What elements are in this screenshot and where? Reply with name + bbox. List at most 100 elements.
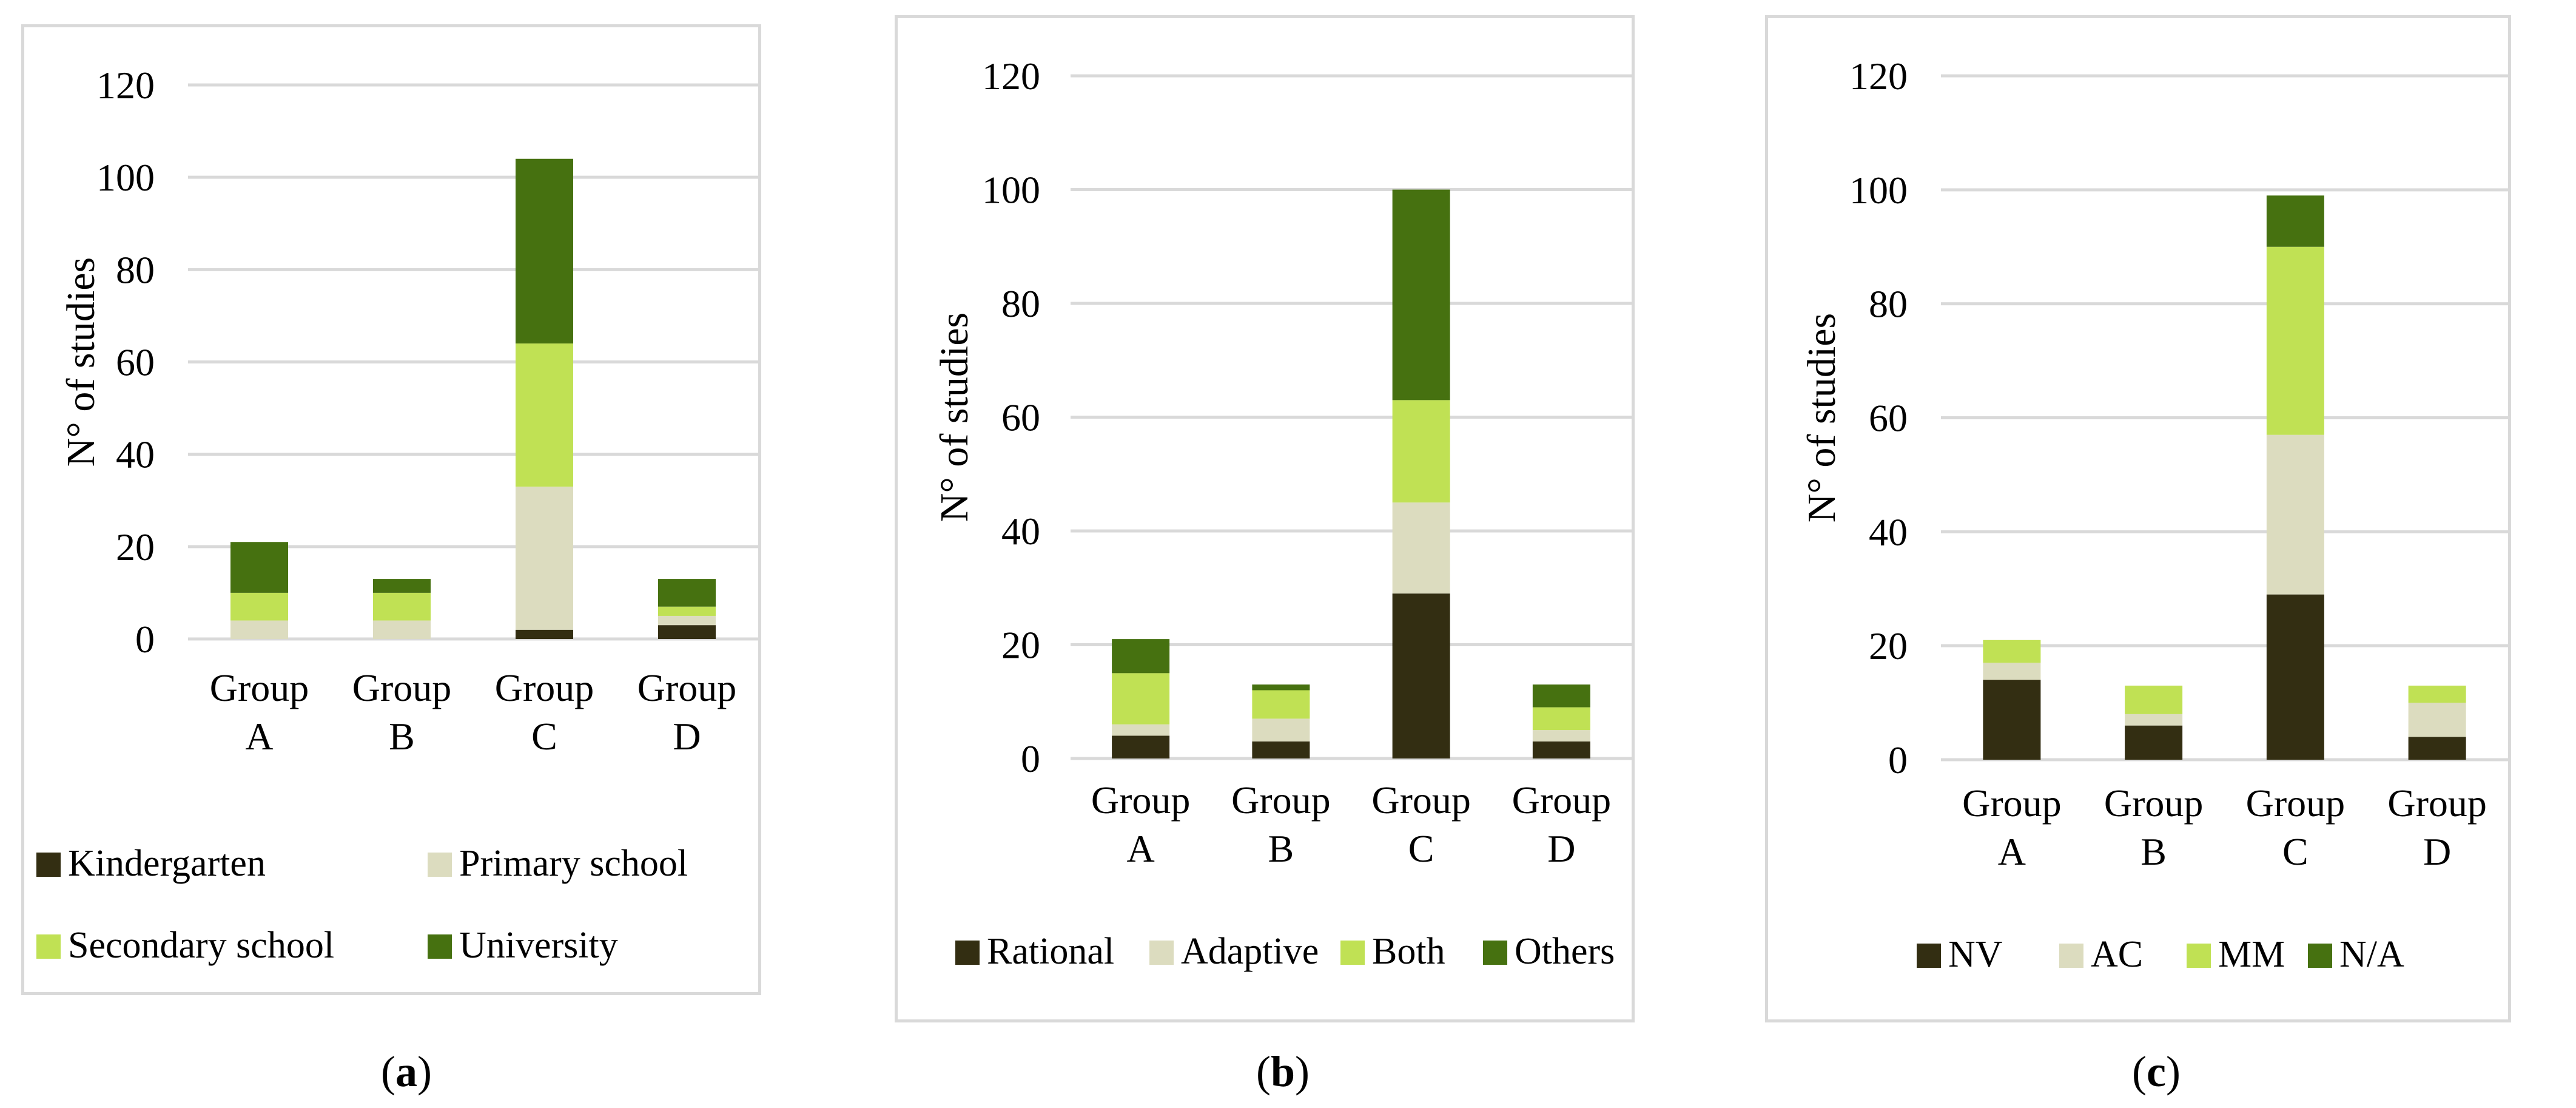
chart-svg-c: 0 20 40 60 80 100 120 N° of studies Group A Group B… xyxy=(1800,55,2508,975)
bar-segment xyxy=(1983,680,2041,760)
chart-svg-b: 0 20 40 60 80 100 120 N° of studies Group A Group B… xyxy=(932,55,1632,972)
y-tick-label: 120 xyxy=(96,64,155,107)
bar-segment xyxy=(516,158,573,344)
legend-swatch xyxy=(428,853,452,877)
legend-swatch xyxy=(955,941,980,965)
x-tick-label: D xyxy=(1547,827,1575,870)
y-tick-label: 0 xyxy=(1021,737,1040,780)
y-tick-label: 60 xyxy=(1001,396,1040,439)
y-tick-label: 100 xyxy=(982,169,1040,212)
bar-segment xyxy=(230,592,288,621)
bar-segment xyxy=(1252,741,1310,758)
bar-segment xyxy=(1112,639,1170,674)
x-tick-label: Group xyxy=(1231,779,1331,822)
bar-segment xyxy=(1392,400,1450,503)
y-tick-label: 60 xyxy=(1869,397,1908,440)
x-tick-label: A xyxy=(245,715,273,758)
x-tick-label: D xyxy=(2423,830,2451,873)
bar-segment xyxy=(1532,730,1590,741)
bar-segment xyxy=(2408,737,2466,760)
bar-segment xyxy=(2125,714,2183,726)
bar-segment xyxy=(2408,703,2466,737)
bar-segment xyxy=(2266,594,2324,760)
bar-segment xyxy=(1112,735,1170,758)
x-tick-label: A xyxy=(1998,830,2026,873)
bar-segment xyxy=(2125,685,2183,714)
chart-panel-c: 0 20 40 60 80 100 120 N° of studies Group A Group B… xyxy=(1765,15,2511,1022)
y-axis-title: N° of studies xyxy=(59,257,103,467)
y-tick-label: 100 xyxy=(1849,169,1908,212)
x-tick-label: Group xyxy=(495,666,594,709)
x-tick-label: D xyxy=(673,715,701,758)
legend-label: Rational xyxy=(987,931,1114,972)
x-tick-label: C xyxy=(531,715,557,758)
legend-swatch xyxy=(1917,944,1941,968)
bar-segment xyxy=(516,486,573,630)
bar-segment xyxy=(658,579,716,607)
legend-label: Both xyxy=(1372,931,1445,972)
x-tick-label: Group xyxy=(637,666,737,709)
x-tick-label: Group xyxy=(1371,779,1471,822)
y-axis-title: N° of studies xyxy=(932,312,977,522)
bar-segment xyxy=(658,625,716,639)
y-tick-label: 80 xyxy=(116,248,155,291)
legend-swatch xyxy=(428,934,452,959)
bar-segment xyxy=(373,620,431,639)
y-tick-label: 20 xyxy=(1869,624,1908,667)
bar-segment xyxy=(658,615,716,626)
legend-label: Primary school xyxy=(459,843,688,884)
bar-segment xyxy=(658,606,716,616)
x-tick-label: B xyxy=(389,715,415,758)
chart-panel-b: 0 20 40 60 80 100 120 N° of studies Group A Group B… xyxy=(895,15,1635,1022)
bar-segment xyxy=(373,592,431,621)
legend-swatch xyxy=(36,934,61,959)
legend-swatch xyxy=(2059,944,2083,968)
legend-swatch xyxy=(2187,944,2211,968)
legend-label: Adaptive xyxy=(1181,931,1319,972)
bar-segment xyxy=(1252,690,1310,719)
legend-label: Others xyxy=(1515,931,1615,972)
bar-segment xyxy=(230,620,288,639)
legend-label: MM xyxy=(2218,934,2285,975)
bar-segment xyxy=(1532,684,1590,708)
x-tick-label: B xyxy=(2141,830,2167,873)
bar-segment xyxy=(1983,663,2041,680)
x-tick-label: A xyxy=(1127,827,1155,870)
legend-label: AC xyxy=(2091,934,2143,975)
y-tick-label: 40 xyxy=(116,433,155,476)
y-tick-label: 60 xyxy=(116,341,155,384)
legend-swatch xyxy=(36,853,61,877)
x-tick-label: Group xyxy=(1962,782,2062,825)
x-tick-label: Group xyxy=(1512,779,1612,822)
x-tick-label: Group xyxy=(2104,782,2204,825)
bar-segment xyxy=(1392,593,1450,758)
legend-label: University xyxy=(459,925,618,966)
bar-segment xyxy=(1983,640,2041,663)
y-tick-label: 80 xyxy=(1001,282,1040,325)
chart-svg-a: 0 20 40 60 80 100 120 N° of studies Group A Group B… xyxy=(36,64,758,966)
bar-segment xyxy=(516,343,573,487)
x-tick-label: B xyxy=(1268,827,1294,870)
x-tick-label: C xyxy=(1408,827,1434,870)
chart-panel-a: 0 20 40 60 80 100 120 N° of studies Group A Group B… xyxy=(21,24,761,995)
bar-segment xyxy=(1532,707,1590,731)
bar-segment xyxy=(2266,434,2324,595)
bar-segment xyxy=(1532,741,1590,758)
bar-segment xyxy=(2266,195,2324,247)
bar-segment xyxy=(2266,246,2324,435)
y-tick-label: 80 xyxy=(1869,283,1908,326)
bar-segment xyxy=(516,629,573,639)
x-tick-label: Group xyxy=(352,666,452,709)
bar-segment xyxy=(1392,502,1450,594)
x-tick-label: Group xyxy=(2246,782,2346,825)
legend-swatch xyxy=(1340,941,1365,965)
y-tick-label: 120 xyxy=(1849,55,1908,98)
bar-segment xyxy=(1112,724,1170,736)
x-tick-label: Group xyxy=(1091,779,1191,822)
y-tick-label: 120 xyxy=(982,55,1040,98)
panel-label-a: (a) xyxy=(381,1047,432,1096)
legend-swatch xyxy=(2308,944,2332,968)
y-tick-label: 0 xyxy=(1888,738,1908,782)
y-tick-label: 0 xyxy=(135,618,155,661)
bar-segment xyxy=(230,542,288,593)
